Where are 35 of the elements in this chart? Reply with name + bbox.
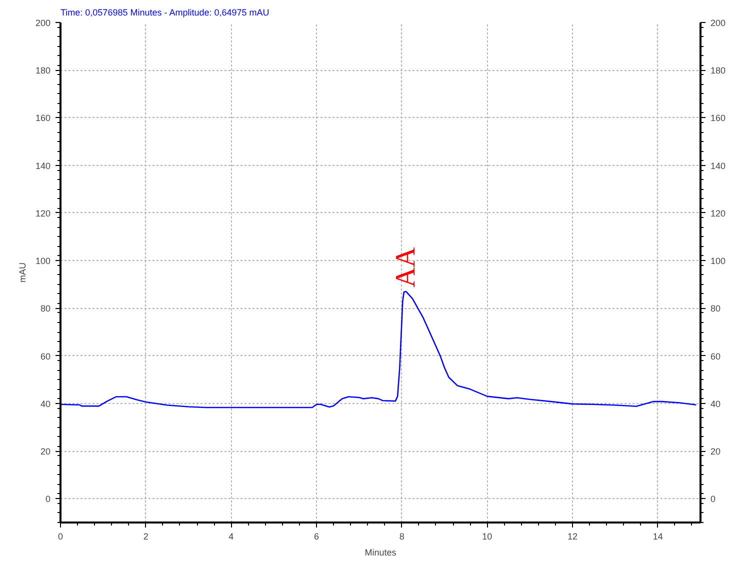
y-tick-label: 60 bbox=[40, 351, 51, 362]
line-series bbox=[60, 290, 697, 408]
y2-tick-label: 100 bbox=[710, 256, 726, 266]
x-tick-label: 0 bbox=[58, 532, 64, 542]
y-tick-label: 0 bbox=[45, 494, 51, 504]
y-tick-label: 200 bbox=[35, 18, 51, 28]
x-axis-title: Minutes bbox=[364, 548, 397, 558]
y2-tick-label: 120 bbox=[710, 208, 726, 218]
y-tick-label: 120 bbox=[35, 208, 51, 218]
annotation: AA bbox=[390, 246, 422, 288]
y2-tick-label: 200 bbox=[710, 18, 726, 28]
x-tick-label: 14 bbox=[652, 532, 663, 542]
y-tick-label: 180 bbox=[35, 66, 51, 76]
y2-tick-label: 180 bbox=[710, 66, 726, 76]
y-tick-label: 160 bbox=[35, 113, 51, 124]
chart-title: Time: 0,0576985 Minutes - Amplitude: 0,64975 mAU bbox=[60, 8, 270, 18]
y-tick-label: 100 bbox=[35, 256, 51, 266]
y-tick-label: 140 bbox=[35, 160, 51, 171]
y2-tick-label: 80 bbox=[710, 304, 721, 314]
y2-tick-label: 20 bbox=[710, 446, 721, 457]
y-tick-label: 40 bbox=[40, 398, 51, 409]
x-tick-label: 10 bbox=[482, 532, 492, 542]
y2-tick-label: 160 bbox=[710, 113, 726, 124]
y2-tick-label: 140 bbox=[710, 160, 726, 171]
y2-tick-label: 0 bbox=[710, 494, 716, 504]
y-tick-label: 80 bbox=[40, 304, 51, 314]
y-axis-title: mAU bbox=[17, 262, 28, 282]
x-tick-label: 8 bbox=[399, 532, 404, 542]
y2-tick-label: 60 bbox=[710, 351, 721, 362]
x-tick-label: 2 bbox=[143, 532, 148, 542]
x-tick-label: 6 bbox=[314, 532, 320, 542]
x-tick-label: 12 bbox=[567, 532, 578, 542]
y2-tick-label: 40 bbox=[710, 398, 721, 409]
y-tick-label: 20 bbox=[40, 446, 51, 457]
x-tick-label: 4 bbox=[228, 532, 234, 542]
